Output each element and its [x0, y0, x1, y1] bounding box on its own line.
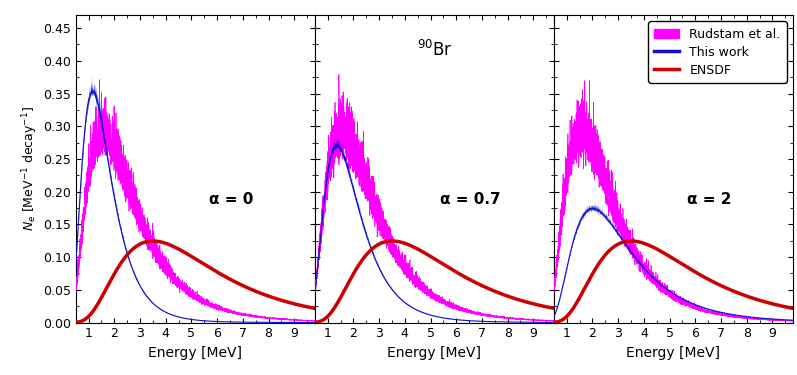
Legend: Rudstam et al., This work, ENSDF: Rudstam et al., This work, ENSDF: [648, 21, 787, 83]
X-axis label: Energy [MeV]: Energy [MeV]: [387, 346, 481, 360]
Text: α = 2: α = 2: [687, 192, 732, 207]
Text: $^{90}$Br: $^{90}$Br: [417, 40, 452, 60]
X-axis label: Energy [MeV]: Energy [MeV]: [626, 346, 720, 360]
X-axis label: Energy [MeV]: Energy [MeV]: [148, 346, 242, 360]
Y-axis label: $N_e$ [MeV$^{-1}$ decay$^{-1}$]: $N_e$ [MeV$^{-1}$ decay$^{-1}$]: [21, 106, 40, 231]
Text: α = 0.7: α = 0.7: [440, 192, 501, 207]
Text: α = 0: α = 0: [209, 192, 253, 207]
